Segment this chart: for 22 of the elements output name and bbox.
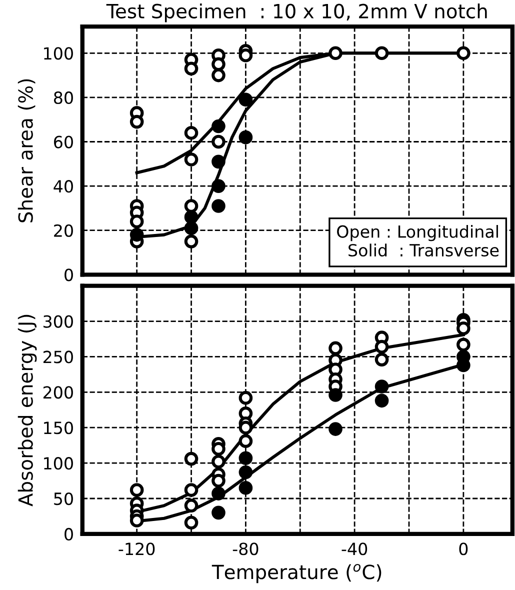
y-tick-label: 60 bbox=[54, 136, 73, 148]
y-tick-label: 100 bbox=[44, 47, 73, 60]
y-tick-label: 50 bbox=[54, 492, 73, 506]
y-tick-label: 80 bbox=[54, 91, 73, 104]
y-tick-label: 250 bbox=[43, 350, 73, 364]
x-tick-label: -120 bbox=[118, 542, 155, 556]
y-tick-label: 0 bbox=[64, 528, 73, 541]
x-tick-label: 0 bbox=[459, 542, 468, 556]
y-tick-label: 150 bbox=[44, 422, 73, 434]
x-tick-label: -40 bbox=[342, 542, 368, 556]
y-tick-label: 0 bbox=[64, 268, 73, 282]
annotation: Open : Longitudinal Solid : Transverse bbox=[337, 224, 499, 257]
y-axis-title: Absorbed energy (J) bbox=[18, 314, 37, 506]
y-tick-label: 300 bbox=[44, 315, 73, 328]
y-axis-title: Shear area (%) bbox=[18, 79, 36, 222]
y-tick-label: 20 bbox=[54, 224, 73, 237]
y-tick-label: 40 bbox=[54, 180, 73, 193]
x-axis-title: Temperature ($^{o}$C) bbox=[212, 564, 382, 584]
y-tick-label: 200 bbox=[43, 386, 73, 399]
y-tick-label: 100 bbox=[44, 457, 73, 470]
chart-title: Test Specimen : 10 x 10, 2mm V notch bbox=[106, 3, 487, 22]
x-tick-label: -80 bbox=[232, 542, 258, 556]
